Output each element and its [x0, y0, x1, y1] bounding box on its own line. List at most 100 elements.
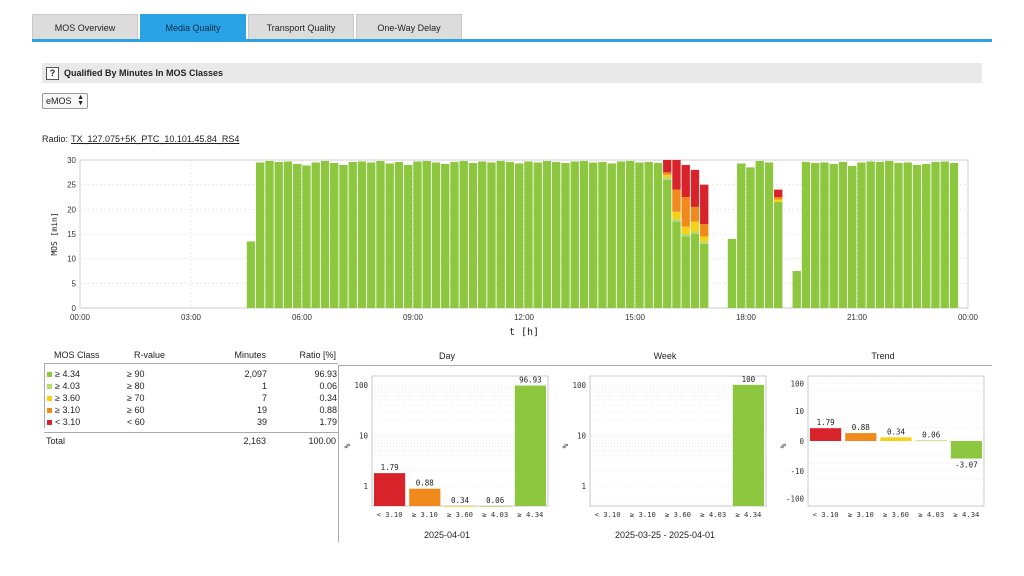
bar-segment-excellent	[246, 241, 256, 308]
y-tick-label: 0	[72, 304, 77, 313]
x-tick-label: 12:00	[514, 313, 535, 322]
color-swatch	[47, 419, 52, 425]
bar-segment-bad	[690, 169, 700, 207]
bar	[374, 473, 406, 506]
data-label: 1.79	[817, 418, 835, 427]
ratio-cell: 0.34	[319, 393, 337, 403]
section-header: ? Qualified By Minutes In MOS Classes	[42, 63, 982, 83]
bar-segment-excellent	[293, 163, 302, 308]
table-row: ≥ 4.03 ≥ 80 1 0.06	[45, 380, 338, 392]
tab-bar: MOS Overview Media Quality Transport Qua…	[32, 14, 462, 40]
bar-segment-excellent	[903, 162, 912, 308]
bar-segment-bad	[700, 184, 709, 225]
bar-segment-fair	[663, 174, 672, 178]
panel-title-week: Week	[653, 351, 677, 361]
bar-segment-excellent	[552, 161, 561, 308]
bar-segment-excellent	[579, 160, 589, 308]
data-label: 0.88	[416, 479, 435, 488]
main-mos-chart: 0 5 10 15 20 25 30 00:00 03:00 06:00 09:00 12:00 15:…	[50, 156, 979, 338]
bar	[810, 428, 842, 441]
table-total-row: Total 2,163 100.00	[44, 432, 338, 448]
bar	[845, 433, 877, 441]
mos-type-select[interactable]: eMOS ▲ ▼	[42, 93, 88, 109]
ratio-cell: 0.88	[319, 405, 337, 415]
x-tick-label: < 3.10	[377, 510, 403, 519]
radio-label: Radio:	[42, 134, 69, 144]
data-label: 0.06	[486, 496, 505, 505]
x-tick-label: ≥ 3.60	[447, 510, 473, 519]
ratio-cell: 0.06	[319, 381, 337, 391]
ratio-cell: 1.79	[319, 417, 337, 427]
bar-segment-excellent	[644, 161, 653, 308]
r-value-cell: ≥ 80	[127, 381, 145, 391]
bar-segment-excellent	[875, 161, 885, 308]
tab-transport-quality[interactable]: Transport Quality	[248, 14, 354, 40]
r-value-cell: ≥ 70	[127, 393, 145, 403]
table-body: ≥ 4.34 ≥ 90 2,097 96.93 ≥ 4.03 ≥ 80 1 0.…	[44, 364, 338, 428]
bar-segment-excellent	[912, 164, 922, 308]
week-date: 2025-03-25 - 2025-04-01	[614, 530, 716, 540]
bar-segment-excellent	[441, 163, 450, 308]
section-title: Qualified By Minutes In MOS Classes	[64, 68, 224, 78]
color-swatch	[47, 407, 52, 413]
bar-segment-excellent	[570, 161, 579, 308]
bar	[732, 384, 764, 506]
bar-segment-excellent	[404, 164, 413, 308]
x-tick-label: < 3.10	[595, 510, 621, 519]
x-tick-label: ≥ 4.34	[953, 510, 979, 519]
r-value-cell: ≥ 90	[127, 369, 145, 379]
bar-segment-excellent	[413, 161, 422, 308]
bar-segment-fair	[774, 199, 783, 202]
bar-segment-good	[700, 241, 709, 244]
y-tick-label: 0	[799, 437, 804, 446]
radio-link[interactable]: TX_127.075+5K_PTC_10.101.45.84_RS4	[71, 134, 240, 144]
y-tick-label: 100	[572, 381, 586, 390]
day-chart: 1 10 100% 1.79 < 3.10 0.88 ≥ 3.10 0.34 ≥ 3.60 0.0…	[343, 376, 549, 519]
tab-one-way-delay[interactable]: One-Way Delay	[356, 14, 462, 40]
r-value-cell: ≥ 60	[127, 405, 145, 415]
bar-segment-excellent	[533, 162, 542, 308]
bar-segment-excellent	[320, 160, 330, 308]
bar-segment-excellent	[385, 163, 394, 308]
bar-segment-good	[663, 177, 672, 180]
bar-segment-bad	[672, 160, 681, 190]
x-tick-label: ≥ 4.03	[918, 510, 944, 519]
x-tick-label: 00:00	[70, 313, 91, 322]
bar-segment-excellent	[357, 161, 367, 308]
data-label: 0.34	[887, 427, 906, 436]
x-tick-label: ≥ 3.60	[665, 510, 691, 519]
total-ratio: 100.00	[308, 435, 336, 446]
y-tick-label: 100	[354, 381, 368, 390]
bar-segment-excellent	[848, 165, 857, 308]
bar-segment-excellent	[274, 161, 283, 308]
y-tick-label: 1	[581, 482, 586, 491]
bar-segment-bad	[663, 160, 672, 173]
help-icon[interactable]: ?	[46, 66, 59, 80]
x-tick-label: ≥ 3.60	[883, 510, 909, 519]
mos-class-table: MOS Class R-value Minutes Ratio [%] ≥ 4.…	[44, 346, 338, 448]
bar-segment-poor	[681, 197, 690, 227]
bar-segment-bad	[774, 189, 783, 197]
bar-segment-fair	[690, 221, 700, 232]
bar	[950, 441, 982, 459]
x-tick-label: 00:00	[958, 313, 979, 322]
x-tick-label: 18:00	[736, 313, 757, 322]
bar-segment-excellent	[857, 162, 866, 308]
bar-segment-excellent	[561, 162, 570, 308]
bar-segment-excellent	[894, 162, 903, 308]
tab-media-quality[interactable]: Media Quality	[140, 14, 246, 40]
bar-segment-fair	[700, 236, 709, 242]
bar-segment-excellent	[866, 161, 875, 308]
x-tick-label: ≥ 3.10	[630, 510, 656, 519]
table-row: ≥ 4.34 ≥ 90 2,097 96.93	[45, 368, 338, 380]
data-label: 0.34	[451, 496, 470, 505]
table-row: ≥ 3.10 ≥ 60 19 0.88	[45, 404, 338, 416]
bar-segment-poor	[700, 224, 709, 237]
bar-segment-excellent	[820, 162, 829, 308]
y-axis-label: MOS [min]	[50, 212, 59, 255]
bar-segment-excellent	[450, 161, 459, 308]
y-tick-label: 1	[363, 482, 368, 491]
bar-segment-excellent	[367, 162, 376, 308]
bar-segment-excellent	[635, 162, 644, 308]
tab-mos-overview[interactable]: MOS Overview	[32, 14, 138, 40]
